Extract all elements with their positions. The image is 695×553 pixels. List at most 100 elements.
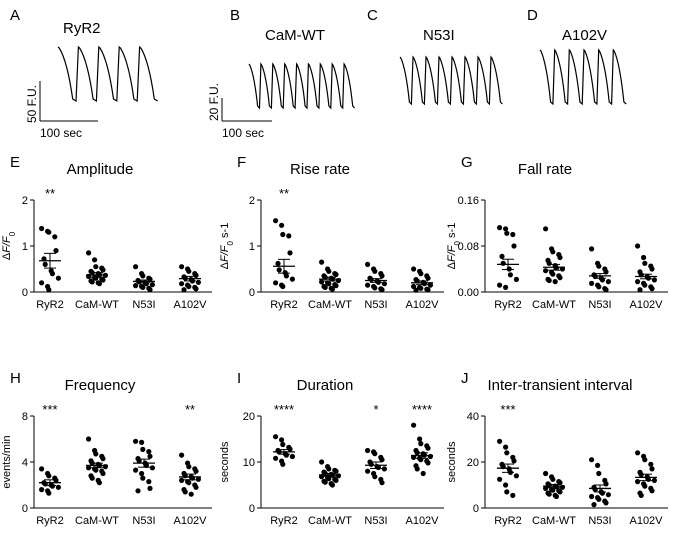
x-tick-label-e: RyR2 [36,299,64,311]
y-tick-label-e: 2 [22,195,28,207]
data-point-g [543,226,549,232]
data-point-i [365,447,371,454]
data-point-i [420,470,426,477]
data-point-f [427,282,433,288]
y-axis-label-part-i: seconds [219,441,231,482]
y-tick-label-f: 1 [249,241,255,253]
x-tick-label-i: A102V [405,515,439,527]
panel-letter-d: D [527,7,538,24]
significance-stars-i: **** [274,402,294,417]
trace-line-c [399,55,503,106]
data-point-h [139,439,145,445]
y-axis-label-g: ΔF/F0 s-1 [446,223,462,270]
data-point-e [42,261,48,267]
data-point-i [365,468,371,474]
trace-line-b [248,62,356,110]
data-point-e [186,268,192,274]
data-point-g [506,266,512,272]
data-point-j [550,487,556,493]
panel-letter-j: J [461,370,469,387]
data-point-j [513,473,520,479]
data-point-h [39,487,45,493]
data-point-h [46,490,52,496]
x-tick-label-f: RyR2 [270,299,298,311]
y-tick-label-j: 0 [473,503,479,515]
data-point-e [186,283,192,290]
y-axis-label-e: ΔF/F0 [1,231,17,260]
panel-title-f: Rise rate [290,161,350,178]
data-point-j [603,481,609,487]
data-point-i [333,468,339,474]
y-tick-label-g: 0.08 [458,241,479,253]
data-point-g [649,286,655,292]
data-point-g [596,263,602,269]
data-point-i [333,477,339,483]
data-point-f [425,287,431,293]
trace-line-a [57,45,158,103]
data-point-e [100,277,106,283]
x-tick-label-h: A102V [173,515,207,527]
x-tick-label-h: N53I [132,515,155,527]
data-point-j [557,480,563,486]
data-point-j [642,457,648,463]
data-point-g [641,254,647,261]
y-axis-label-part-f: Δ [219,261,231,269]
data-point-h [102,464,108,470]
data-point-f [425,275,431,281]
data-point-j [589,457,595,463]
data-point-g [637,287,643,293]
data-point-g [507,272,513,278]
y-axis-label-part-e: Δ [1,252,13,260]
y-tick-label-i: 0 [249,503,255,515]
data-point-i [427,453,433,460]
data-point-h [147,453,153,459]
significance-stars-e: ** [45,186,55,201]
data-point-g [642,260,648,266]
panel-letter-c: C [367,7,378,24]
data-point-j [635,450,641,456]
y-tick-label-h: 8 [22,411,28,423]
data-point-f [381,281,387,287]
data-point-i [273,455,279,461]
data-point-f [326,281,332,287]
x-tick-label-e: A102V [173,299,207,311]
data-point-h [146,449,152,455]
data-point-i [425,445,431,451]
y-tick-label-g: 0.16 [458,195,479,207]
trace-panel-d: D A102V [527,7,627,106]
data-point-f [372,285,378,291]
data-point-h [100,456,106,462]
data-point-j [589,493,595,500]
data-point-e [100,267,106,273]
data-point-j [510,492,516,498]
data-point-i [425,460,431,466]
data-point-h [100,470,106,477]
data-point-h [147,485,153,491]
data-point-h [146,479,152,485]
panel-title-e: Amplitude [67,161,134,178]
data-point-h [135,488,141,494]
data-point-j [497,438,503,444]
data-point-g [596,284,602,290]
x-tick-label-g: A102V [629,299,663,311]
scalebar-label-y-a: 50 F.U. [25,85,39,123]
data-point-g [557,254,563,261]
scalebar-label-x-b: 100 sec [222,126,264,140]
data-point-i [372,451,378,457]
panel-letter-b: B [230,7,240,24]
data-point-f [411,283,417,290]
y-tick-label-j: 40 [467,411,479,423]
data-point-e [55,275,62,281]
data-point-e [89,279,95,285]
data-point-f [273,280,279,286]
y-axis-label-part-f: F/F [219,244,231,262]
panel-letter-f: F [237,154,246,171]
significance-stars-f: ** [279,186,289,201]
trace-title-a: RyR2 [63,20,101,37]
data-point-h [186,464,192,470]
data-point-e [92,257,98,263]
trace-title-d: A102V [562,27,607,44]
y-axis-label-part-g: F/F [446,244,458,262]
x-tick-label-g: RyR2 [494,299,522,311]
